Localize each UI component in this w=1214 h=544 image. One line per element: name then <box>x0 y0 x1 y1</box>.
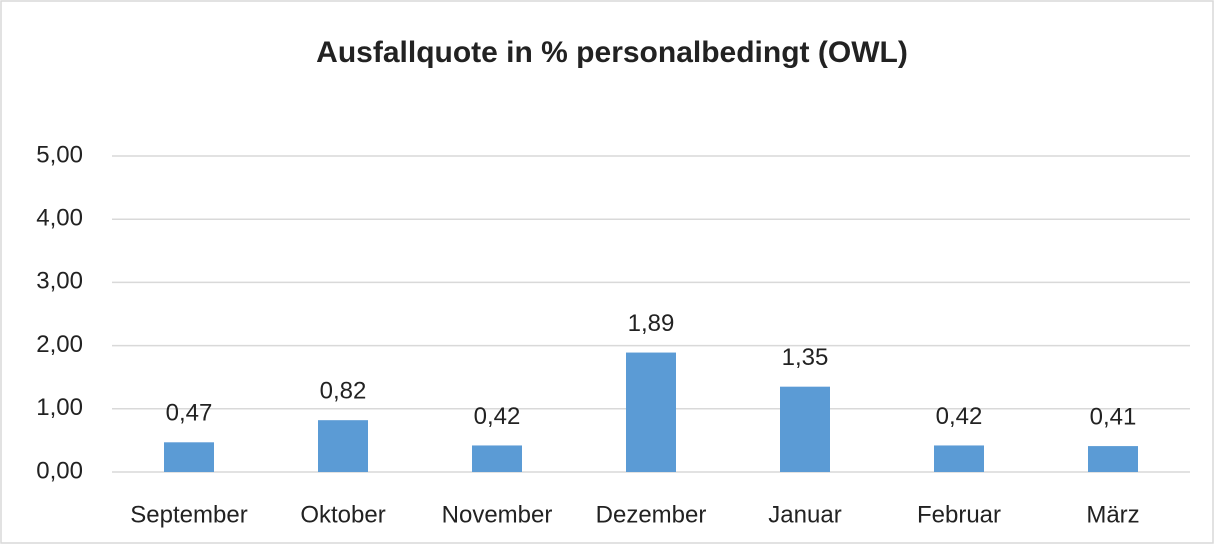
x-tick-label: Januar <box>768 501 841 528</box>
bar <box>780 386 830 472</box>
y-tick-label: 5,00 <box>36 141 83 168</box>
x-tick-label: Februar <box>917 501 1001 528</box>
x-tick-label: Dezember <box>596 501 707 528</box>
bar <box>1088 446 1138 472</box>
data-label: 0,82 <box>320 378 367 405</box>
data-label: 0,41 <box>1090 403 1137 430</box>
x-tick-label: März <box>1086 501 1139 528</box>
bar <box>626 352 676 472</box>
data-label: 0,42 <box>936 403 983 430</box>
data-label: 1,89 <box>628 310 675 337</box>
x-tick-label: September <box>130 501 247 528</box>
bar <box>164 442 214 472</box>
bar <box>934 445 984 472</box>
bar <box>472 445 522 472</box>
y-tick-label: 3,00 <box>36 268 83 295</box>
y-tick-label: 1,00 <box>36 394 83 421</box>
y-tick-label: 0,00 <box>36 457 83 484</box>
data-label: 0,42 <box>474 403 521 430</box>
bar <box>318 420 368 472</box>
x-tick-label: November <box>442 501 553 528</box>
data-label: 0,47 <box>166 400 213 427</box>
y-tick-label: 2,00 <box>36 331 83 358</box>
y-tick-label: 4,00 <box>36 205 83 232</box>
x-tick-label: Oktober <box>300 501 385 528</box>
data-label: 1,35 <box>782 344 829 371</box>
chart-title: Ausfallquote in % personalbedingt (OWL) <box>316 36 908 69</box>
